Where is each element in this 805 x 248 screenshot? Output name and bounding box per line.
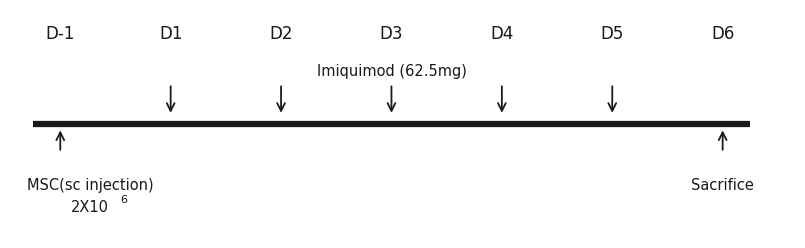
Text: 6: 6 xyxy=(120,195,127,205)
Text: 2X10: 2X10 xyxy=(72,200,109,215)
Text: D5: D5 xyxy=(601,25,624,42)
Text: Sacrifice: Sacrifice xyxy=(691,178,754,193)
Text: D3: D3 xyxy=(380,25,403,42)
Text: D4: D4 xyxy=(490,25,514,42)
Text: D2: D2 xyxy=(270,25,293,42)
Text: MSC(sc injection): MSC(sc injection) xyxy=(27,178,154,193)
Text: D-1: D-1 xyxy=(46,25,75,42)
Text: D6: D6 xyxy=(711,25,734,42)
Text: Imiquimod (62.5mg): Imiquimod (62.5mg) xyxy=(316,64,466,79)
Text: D1: D1 xyxy=(159,25,183,42)
